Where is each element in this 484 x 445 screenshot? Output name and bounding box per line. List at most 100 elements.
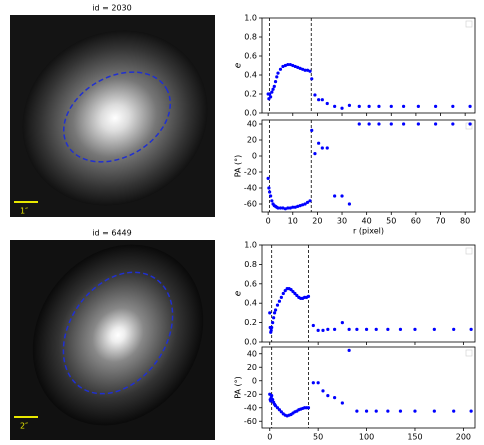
point — [469, 409, 473, 413]
point — [416, 122, 420, 126]
point — [321, 328, 325, 332]
point — [432, 327, 436, 331]
x-tick-label: 20 — [312, 217, 322, 226]
x-tick-label: 40 — [362, 217, 372, 226]
point — [401, 104, 406, 108]
point — [310, 77, 314, 81]
point — [279, 410, 283, 414]
galaxy-image-2: 2″ — [10, 240, 215, 440]
point — [298, 66, 302, 70]
point — [266, 176, 270, 180]
x-tick-label: 70 — [435, 217, 445, 226]
point — [271, 321, 275, 325]
point — [272, 311, 277, 315]
point — [413, 327, 417, 331]
x-axis-label: r (pixel) — [353, 227, 384, 236]
y-tick-label: 20 — [247, 136, 257, 145]
point — [275, 75, 279, 79]
point — [377, 122, 381, 126]
point — [326, 327, 330, 331]
point — [296, 65, 300, 69]
point — [305, 68, 310, 72]
point — [276, 206, 280, 210]
point — [452, 327, 456, 331]
point — [451, 104, 455, 108]
point — [313, 152, 317, 156]
point — [269, 95, 273, 99]
point — [413, 409, 417, 413]
legend-box — [465, 20, 473, 28]
point — [321, 389, 325, 393]
point — [271, 87, 275, 91]
point — [355, 327, 359, 331]
point — [298, 204, 302, 208]
y-tick-label: 0.2 — [244, 90, 257, 99]
y-tick-label: 0.6 — [244, 279, 257, 288]
y-tick-label: 0.2 — [244, 318, 257, 327]
point — [293, 205, 297, 209]
x-tick-label: 150 — [407, 433, 422, 442]
y-axis-label: PA (°) — [234, 155, 243, 178]
point — [367, 104, 371, 108]
point — [276, 71, 280, 75]
point — [333, 327, 337, 331]
point — [398, 327, 403, 331]
point — [317, 141, 321, 145]
point — [277, 408, 282, 412]
point — [268, 311, 272, 315]
point — [283, 63, 287, 68]
point — [416, 104, 420, 108]
point — [288, 62, 292, 67]
x-tick-label: 200 — [456, 433, 471, 442]
y-tick-label: 0 — [252, 152, 257, 161]
point — [357, 104, 361, 108]
point — [281, 64, 285, 69]
y-tick-label: 1.0 — [244, 241, 257, 250]
y-tick-label: -40 — [244, 403, 257, 412]
point — [347, 348, 351, 352]
y-tick-label: 0.8 — [244, 260, 257, 269]
point — [333, 396, 337, 400]
point — [326, 394, 330, 398]
legend-box — [465, 349, 473, 357]
point — [389, 122, 393, 126]
point — [386, 327, 390, 331]
point — [306, 406, 311, 410]
plot-frame — [261, 17, 476, 114]
point — [432, 409, 436, 413]
point — [333, 104, 337, 108]
point — [325, 146, 329, 150]
x-tick-label: 60 — [411, 217, 421, 226]
galaxy-image-1: 1″ — [10, 15, 215, 217]
point — [269, 328, 273, 332]
point — [310, 128, 314, 132]
y-tick-label: -60 — [244, 417, 257, 426]
x-tick-label: 10 — [288, 217, 298, 226]
point — [267, 186, 271, 190]
point — [277, 299, 282, 303]
y-tick-label: 20 — [247, 363, 257, 372]
point — [451, 122, 455, 126]
point — [333, 194, 337, 198]
point — [289, 288, 293, 292]
point — [434, 104, 438, 108]
point — [301, 203, 305, 207]
y-tick-label: 0.0 — [244, 338, 257, 347]
point — [291, 63, 295, 68]
plot-frame — [261, 244, 476, 343]
point — [340, 321, 344, 325]
x-tick-label: 0 — [266, 217, 271, 226]
plot-frame — [261, 346, 476, 429]
point — [286, 62, 290, 67]
point — [347, 327, 351, 331]
point — [377, 104, 381, 108]
y-tick-label: 0.0 — [244, 109, 257, 118]
point — [291, 205, 295, 209]
y-tick-label: -40 — [244, 184, 257, 193]
point — [270, 394, 274, 398]
y-tick-label: 0.4 — [244, 299, 257, 308]
point — [308, 199, 312, 203]
point — [273, 308, 278, 312]
point — [295, 293, 299, 298]
point — [275, 303, 280, 307]
